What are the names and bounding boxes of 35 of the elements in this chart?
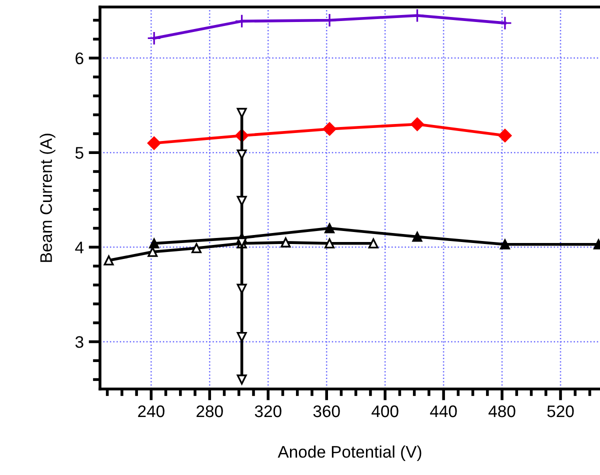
x-tick-label: 240	[138, 405, 164, 418]
x-tick-label: 480	[488, 405, 516, 418]
point	[324, 238, 335, 248]
y-tick-label: 4	[75, 242, 84, 254]
y-tick-label: 3	[75, 336, 84, 348]
x-tick-label: 520	[547, 405, 574, 418]
x-tick-label: 400	[372, 405, 398, 418]
point	[148, 246, 158, 257]
point	[410, 118, 424, 131]
point	[147, 31, 162, 46]
x-tick-label: 320	[254, 405, 282, 418]
point	[368, 238, 378, 248]
point	[236, 374, 247, 385]
point	[498, 128, 512, 142]
point	[324, 223, 335, 234]
point	[191, 243, 202, 254]
point	[236, 332, 247, 342]
point	[147, 136, 161, 150]
point	[236, 284, 247, 294]
x-tick-label: 360	[313, 405, 340, 418]
point	[412, 232, 422, 242]
x-axis-title: Anode Potential (V)	[278, 446, 422, 462]
y-tick-label: 6	[76, 52, 84, 64]
x-tick-label: 280	[196, 405, 223, 418]
point	[104, 255, 114, 266]
x-tick-label: 440	[430, 405, 457, 418]
point	[498, 16, 512, 30]
y-tick-label: 5	[75, 147, 84, 159]
point	[149, 238, 160, 248]
point	[322, 122, 336, 136]
y-axis-title: Beam Current (A)	[40, 134, 56, 262]
point	[500, 239, 510, 250]
point	[236, 108, 247, 118]
point	[236, 196, 247, 206]
point	[280, 237, 291, 248]
